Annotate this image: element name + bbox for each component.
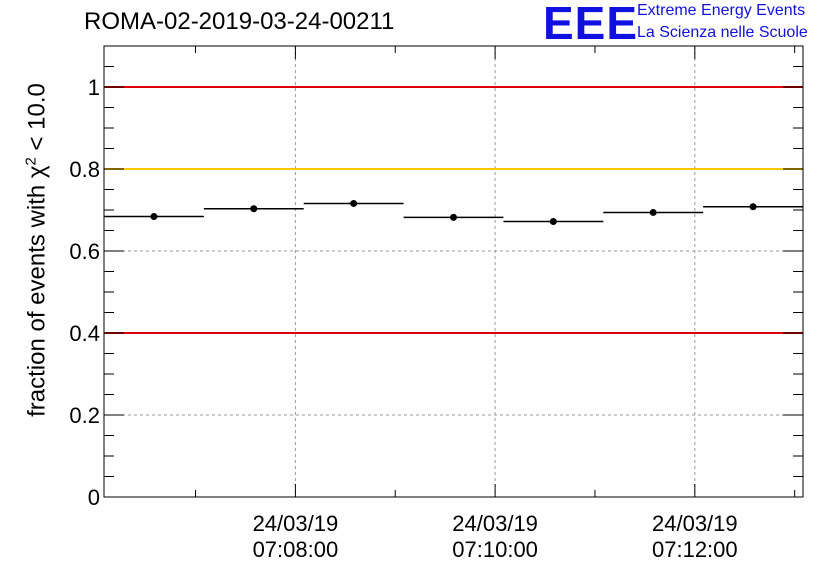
data-point (549, 217, 557, 225)
eee-logo: EEE (543, 0, 638, 46)
y-axis-label-exp: 2 (22, 157, 40, 166)
x-tick-label-date: 24/03/19 (452, 511, 538, 536)
y-tick-label: 1 (88, 75, 100, 100)
y-tick-label: 0.8 (69, 157, 100, 182)
y-tick-label: 0 (88, 485, 100, 510)
y-axis-label: fraction of events with χ2 < 10.0 (23, 83, 52, 417)
chart-title: ROMA-02-2019-03-24-00211 (84, 8, 395, 35)
data-point (649, 208, 657, 216)
x-tick-label-time: 07:08:00 (253, 537, 339, 562)
data-point (350, 199, 358, 207)
y-tick-label: 0.6 (69, 239, 100, 264)
logo-line2: La Scienza nelle Scuole (637, 24, 808, 41)
y-axis-label-prefix: fraction of events with χ (23, 165, 51, 417)
data-point (150, 213, 158, 221)
y-tick-label: 0.4 (69, 321, 100, 346)
y-axis-label-suffix: < 10.0 (23, 83, 51, 158)
data-point (450, 213, 457, 221)
x-tick-label-time: 07:10:00 (452, 537, 538, 562)
x-tick-label-date: 24/03/19 (652, 511, 738, 536)
data-point (250, 205, 258, 213)
data-point (749, 203, 757, 211)
plot-frame (103, 45, 804, 498)
x-tick-label-date: 24/03/19 (253, 511, 339, 536)
x-tick-label-time: 07:12:00 (652, 537, 738, 562)
logo-line1: Extreme Energy Events (637, 2, 806, 19)
y-tick-label: 0.2 (69, 403, 100, 428)
logo-text: EEE (543, 0, 639, 49)
